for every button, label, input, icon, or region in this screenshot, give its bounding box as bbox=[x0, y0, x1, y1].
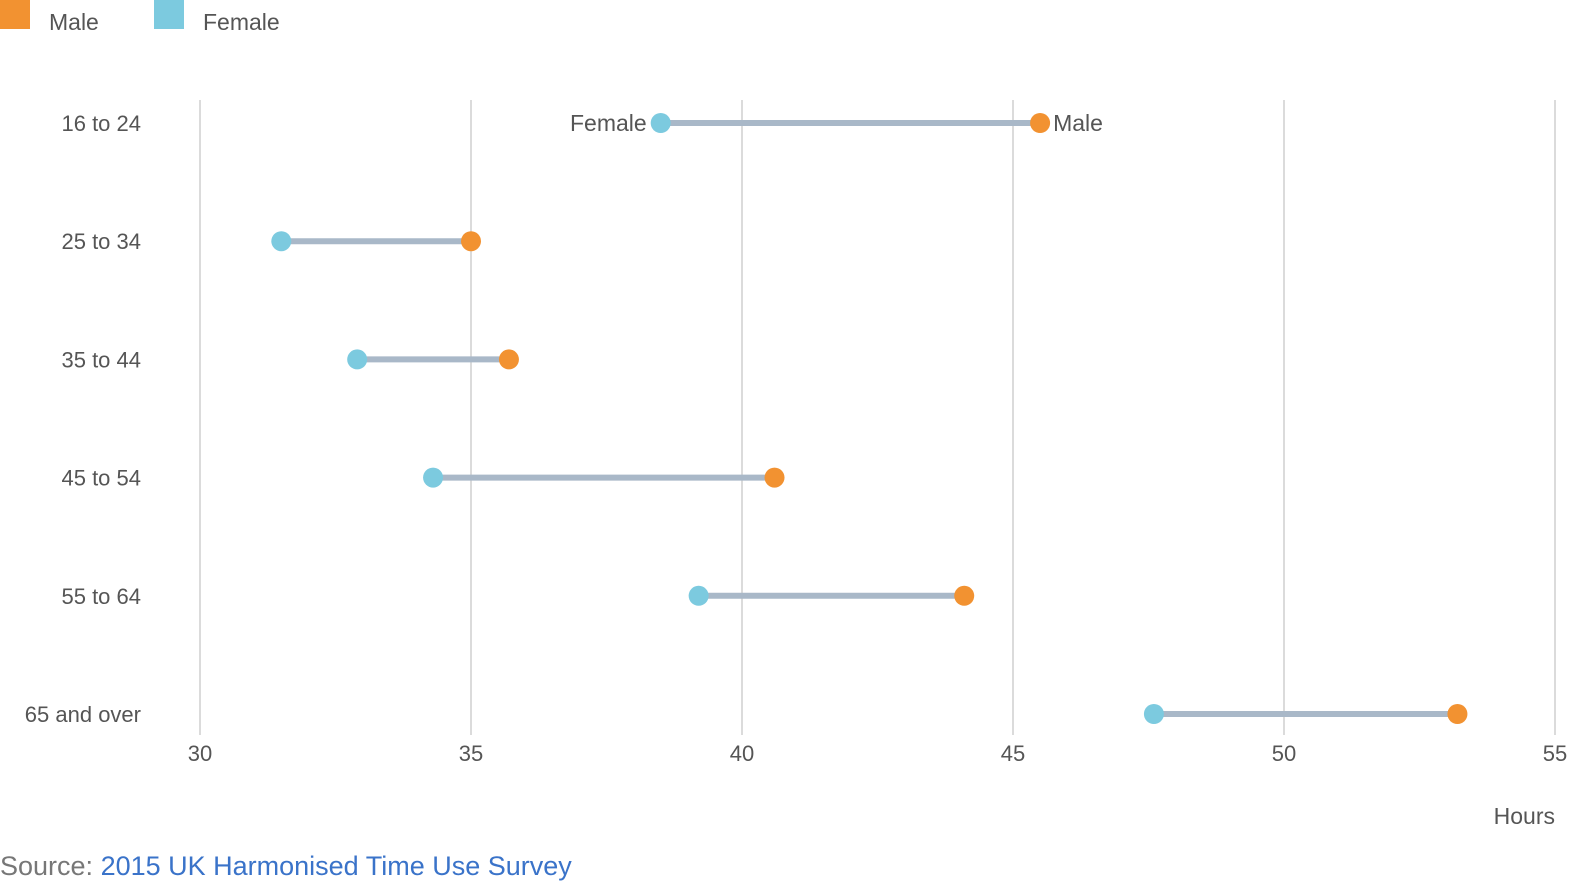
male-point bbox=[954, 585, 975, 606]
x-axis-title: Hours bbox=[1494, 803, 1555, 829]
category-label: 45 to 54 bbox=[61, 466, 141, 491]
legend-label: Female bbox=[203, 9, 280, 35]
x-tick-label: 45 bbox=[1001, 741, 1025, 766]
female-point bbox=[423, 467, 444, 488]
male-point bbox=[498, 349, 519, 370]
male-point bbox=[764, 467, 785, 488]
category-label: 65 and over bbox=[25, 702, 141, 727]
female-point bbox=[1143, 704, 1164, 724]
category-label: 55 to 64 bbox=[61, 584, 141, 609]
category-label: 16 to 24 bbox=[61, 111, 141, 136]
legend-swatch bbox=[154, 0, 184, 29]
source-prefix: Source: bbox=[0, 851, 101, 881]
female-point bbox=[650, 113, 671, 133]
legend-label: Male bbox=[49, 9, 99, 35]
x-tick-label: 35 bbox=[459, 741, 483, 766]
x-tick-label: 50 bbox=[1272, 741, 1296, 766]
female-point bbox=[688, 585, 709, 606]
male-point bbox=[1447, 704, 1468, 724]
female-point bbox=[271, 231, 292, 252]
male-point-label: Male bbox=[1053, 110, 1103, 136]
female-point-label: Female bbox=[570, 110, 647, 136]
legend-swatch bbox=[0, 0, 30, 29]
x-tick-label: 40 bbox=[730, 741, 754, 766]
x-tick-label: 30 bbox=[188, 741, 212, 766]
category-label: 25 to 34 bbox=[61, 229, 141, 254]
male-point bbox=[1030, 113, 1051, 133]
category-label: 35 to 44 bbox=[61, 347, 141, 372]
female-point bbox=[347, 349, 368, 370]
x-tick-label: 55 bbox=[1543, 741, 1567, 766]
source-line: Source: 2015 UK Harmonised Time Use Surv… bbox=[0, 848, 572, 884]
source-link[interactable]: 2015 UK Harmonised Time Use Survey bbox=[100, 851, 572, 881]
male-point bbox=[461, 231, 481, 252]
